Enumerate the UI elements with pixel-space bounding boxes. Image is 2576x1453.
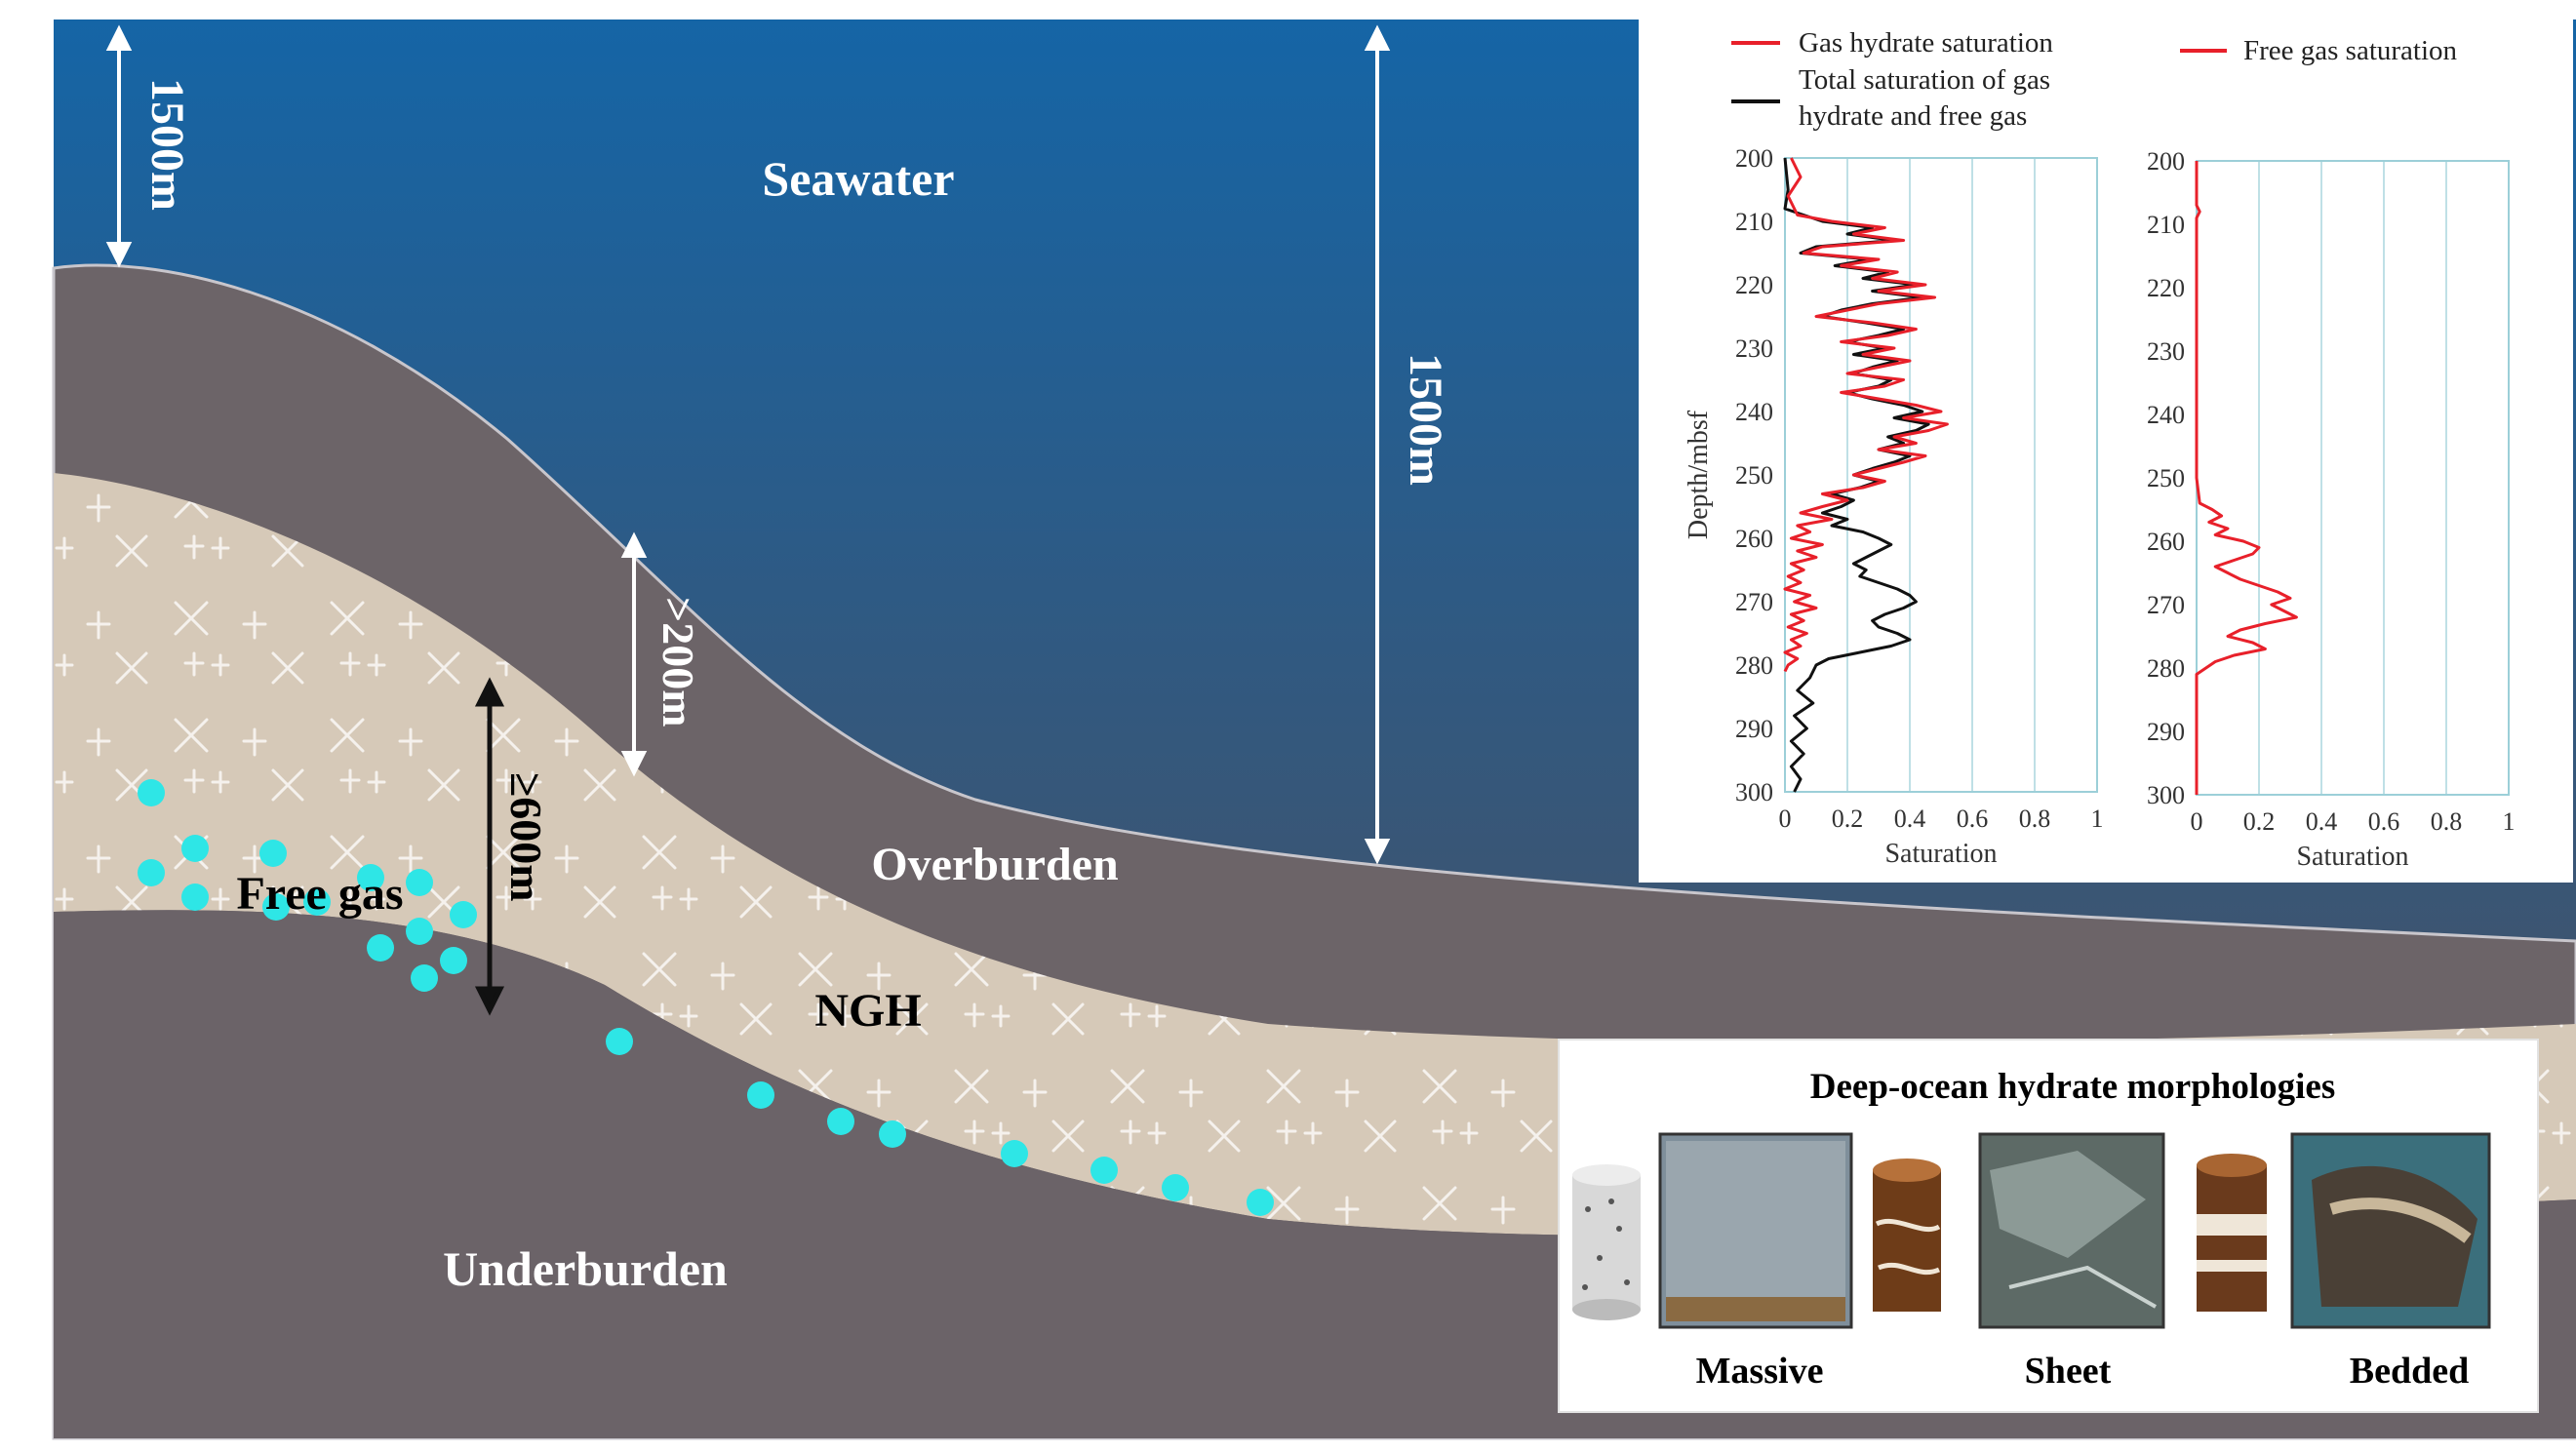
y-tick-label: 230 xyxy=(1735,334,1773,363)
label-overburden: Overburden xyxy=(871,839,1118,890)
y-tick-label: 300 xyxy=(1735,778,1773,806)
label-underburden: Underburden xyxy=(443,1241,728,1296)
y-tick-label: 210 xyxy=(1735,208,1773,236)
y-tick-label: 300 xyxy=(2147,781,2185,809)
morphology-label-sheet: Sheet xyxy=(2025,1351,2112,1392)
x-tick-label: 1 xyxy=(2503,807,2516,836)
gas-bubble xyxy=(606,1028,633,1055)
x-tick-label: 0 xyxy=(2191,807,2203,836)
y-tick-label: 270 xyxy=(1735,588,1773,616)
label-ngh: NGH xyxy=(814,985,921,1037)
gas-bubble xyxy=(138,779,165,806)
x-tick-label: 0.8 xyxy=(2019,805,2051,833)
y-tick-label: 200 xyxy=(1735,144,1773,173)
label-overburden-thickness: >200m xyxy=(654,597,703,727)
y-axis-label: Depth/mbsf xyxy=(1684,410,1714,539)
y-tick-label: 260 xyxy=(2147,528,2185,556)
gas-bubble xyxy=(747,1081,774,1109)
x-tick-label: 0.6 xyxy=(2368,807,2400,836)
y-tick-label: 270 xyxy=(2147,591,2185,619)
y-tick-label: 250 xyxy=(1735,461,1773,490)
gas-bubble xyxy=(1090,1157,1118,1184)
label-free-gas: Free gas xyxy=(236,868,403,920)
label-depth-left: 1500m xyxy=(141,78,193,211)
sheet-photo xyxy=(1980,1134,2163,1327)
gas-bubble xyxy=(1247,1189,1274,1216)
massive-photo xyxy=(1660,1134,1851,1327)
y-tick-label: 280 xyxy=(2147,654,2185,683)
gas-bubble xyxy=(367,934,394,962)
bedded-core-icon xyxy=(2197,1154,2267,1312)
label-depth-right: 1500m xyxy=(1400,353,1451,486)
gas-bubble xyxy=(1001,1140,1028,1167)
x-axis-label: Saturation xyxy=(1884,839,1997,869)
x-tick-label: 0.2 xyxy=(2243,807,2276,836)
y-tick-label: 290 xyxy=(2147,718,2185,746)
y-tick-label: 220 xyxy=(1735,271,1773,299)
y-tick-label: 290 xyxy=(1735,715,1773,743)
gas-bubble xyxy=(440,947,467,974)
x-tick-label: 0.6 xyxy=(1957,805,1989,833)
y-tick-label: 210 xyxy=(2147,211,2185,239)
legend-free-gas-label: Free gas saturation xyxy=(2243,35,2458,66)
x-tick-label: 0.2 xyxy=(1832,805,1864,833)
gas-bubble xyxy=(827,1108,854,1135)
gas-bubble xyxy=(181,835,209,862)
label-ngh-thickness: ≥600m xyxy=(501,772,551,902)
morphology-label-massive: Massive xyxy=(1696,1351,1824,1392)
y-tick-label: 220 xyxy=(2147,274,2185,302)
gas-bubble xyxy=(411,964,438,992)
y-tick-label: 240 xyxy=(2147,401,2185,429)
x-axis-label: Saturation xyxy=(2296,842,2408,872)
x-tick-label: 0.4 xyxy=(2306,807,2338,836)
massive-core-icon xyxy=(1572,1164,1641,1320)
morphology-label-bedded: Bedded xyxy=(2350,1351,2469,1392)
gas-bubble xyxy=(259,840,287,867)
saturation-chart-panel: Gas hydrate saturation Total saturation … xyxy=(1639,20,2573,883)
morphologies-title: Deep-ocean hydrate morphologies xyxy=(1810,1067,2336,1107)
x-tick-label: 0.8 xyxy=(2431,807,2463,836)
y-tick-label: 200 xyxy=(2147,147,2185,176)
label-seawater: Seawater xyxy=(762,151,954,206)
gas-bubble xyxy=(1162,1174,1189,1201)
y-tick-label: 230 xyxy=(2147,337,2185,366)
x-tick-label: 1 xyxy=(2091,805,2104,833)
x-tick-label: 0.4 xyxy=(1894,805,1926,833)
y-tick-label: 280 xyxy=(1735,651,1773,680)
gas-bubble xyxy=(138,859,165,886)
gas-bubble xyxy=(450,901,477,928)
gas-bubble xyxy=(406,869,433,896)
bedded-photo xyxy=(2292,1134,2489,1327)
y-tick-label: 240 xyxy=(1735,398,1773,426)
sheet-core-icon xyxy=(1873,1158,1941,1312)
y-tick-label: 260 xyxy=(1735,525,1773,553)
x-tick-label: 0 xyxy=(1779,805,1792,833)
gas-bubble xyxy=(879,1120,906,1148)
morphologies-panel: Deep-ocean hydrate morphologies xyxy=(1559,1040,2538,1412)
gas-bubble xyxy=(406,918,433,945)
y-tick-label: 250 xyxy=(2147,464,2185,492)
gas-bubble xyxy=(181,884,209,911)
legend-hydrate-label: Gas hydrate saturation xyxy=(1799,27,2053,59)
